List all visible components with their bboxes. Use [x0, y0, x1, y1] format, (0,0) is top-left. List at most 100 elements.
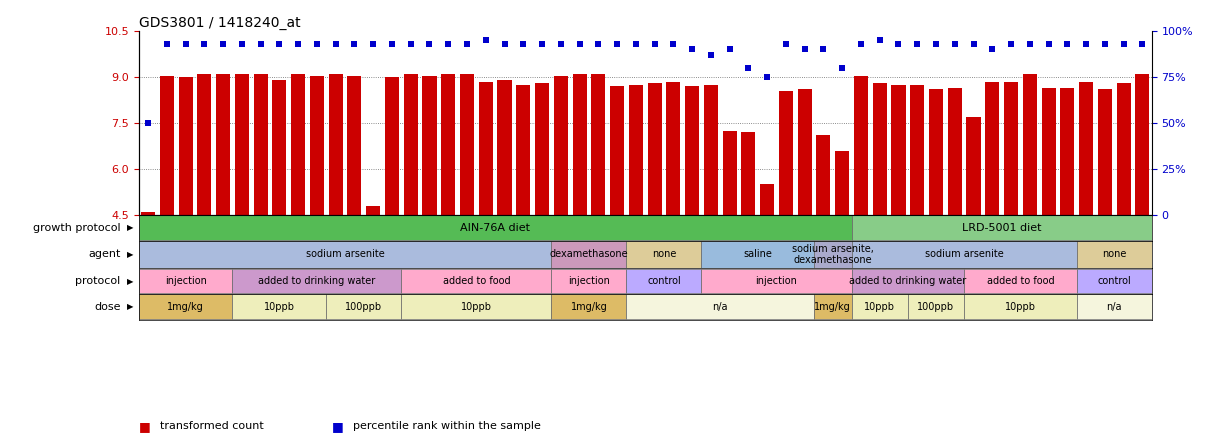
Point [739, 64, 759, 71]
Text: ▶: ▶ [127, 223, 133, 232]
Bar [551, 241, 626, 268]
Point [476, 37, 496, 44]
Bar [1079, 82, 1093, 215]
Point [814, 46, 833, 53]
Bar [233, 294, 327, 319]
Point [889, 40, 908, 48]
Bar [722, 131, 737, 215]
Text: added to drinking water: added to drinking water [849, 276, 966, 286]
Point [683, 46, 702, 53]
Text: GDS3801 / 1418240_at: GDS3801 / 1418240_at [139, 16, 300, 30]
Text: sodium arsenite: sodium arsenite [305, 250, 385, 259]
Bar [779, 91, 794, 215]
Bar [873, 83, 886, 215]
Point [157, 40, 176, 48]
Bar [198, 74, 211, 215]
Bar [891, 85, 906, 215]
Point [908, 40, 927, 48]
Bar [760, 184, 774, 215]
Text: dexamethasone: dexamethasone [550, 250, 628, 259]
Bar [573, 74, 586, 215]
Bar [648, 83, 662, 215]
Bar [178, 77, 193, 215]
Bar [441, 74, 455, 215]
Bar [626, 241, 702, 268]
Point [233, 40, 252, 48]
Bar [551, 294, 626, 319]
Bar [851, 294, 908, 319]
Point [663, 40, 683, 48]
Bar [964, 294, 1077, 319]
Point [1095, 40, 1114, 48]
Bar [1077, 294, 1152, 319]
Point [308, 40, 327, 48]
Bar [328, 74, 343, 215]
Text: 10ppb: 10ppb [461, 302, 492, 312]
Bar [1003, 82, 1018, 215]
Text: injection: injection [165, 276, 206, 286]
Bar [402, 294, 551, 319]
Text: ■: ■ [332, 420, 344, 433]
Text: growth protocol: growth protocol [33, 223, 121, 233]
Bar [216, 74, 230, 215]
Point [1020, 40, 1040, 48]
Text: 10ppb: 10ppb [264, 302, 295, 312]
Point [608, 40, 627, 48]
Point [570, 40, 590, 48]
Text: injection: injection [756, 276, 797, 286]
Bar [685, 86, 699, 215]
Bar [554, 75, 568, 215]
Point [139, 119, 158, 127]
Text: agent: agent [88, 250, 121, 259]
Text: none: none [651, 250, 677, 259]
Bar [404, 74, 417, 215]
Bar [479, 82, 493, 215]
Bar [702, 269, 851, 293]
Point [457, 40, 476, 48]
Bar [535, 83, 549, 215]
Text: added to drinking water: added to drinking water [258, 276, 375, 286]
Point [946, 40, 965, 48]
Bar [948, 88, 962, 215]
Bar [985, 82, 1000, 215]
Text: 100ppb: 100ppb [918, 302, 955, 312]
Point [777, 40, 796, 48]
Bar [459, 74, 474, 215]
Bar [908, 294, 964, 319]
Bar [1042, 88, 1055, 215]
Text: AIN-76A diet: AIN-76A diet [461, 223, 531, 233]
Bar [966, 117, 980, 215]
Text: ▶: ▶ [127, 302, 133, 311]
Text: injection: injection [568, 276, 610, 286]
Point [1077, 40, 1096, 48]
Bar [816, 135, 831, 215]
Bar [610, 86, 625, 215]
Text: percentile rank within the sample: percentile rank within the sample [353, 421, 541, 431]
Bar [139, 215, 851, 240]
Bar [159, 75, 174, 215]
Bar [854, 75, 868, 215]
Bar [310, 75, 324, 215]
Bar [851, 241, 1077, 268]
Point [402, 40, 421, 48]
Bar [626, 294, 814, 319]
Bar [1117, 83, 1130, 215]
Text: control: control [648, 276, 681, 286]
Bar [1060, 88, 1075, 215]
Text: ▶: ▶ [127, 250, 133, 259]
Bar [1135, 74, 1149, 215]
Point [288, 40, 308, 48]
Text: 10ppb: 10ppb [1005, 302, 1036, 312]
Point [757, 74, 777, 81]
Point [1058, 40, 1077, 48]
Text: 10ppb: 10ppb [865, 302, 895, 312]
Text: 1mg/kg: 1mg/kg [168, 302, 204, 312]
Point [589, 40, 608, 48]
Text: saline: saline [743, 250, 772, 259]
Bar [327, 294, 402, 319]
Text: control: control [1097, 276, 1131, 286]
Text: sodium arsenite: sodium arsenite [925, 250, 1003, 259]
Point [1114, 40, 1134, 48]
Bar [742, 132, 755, 215]
Point [532, 40, 551, 48]
